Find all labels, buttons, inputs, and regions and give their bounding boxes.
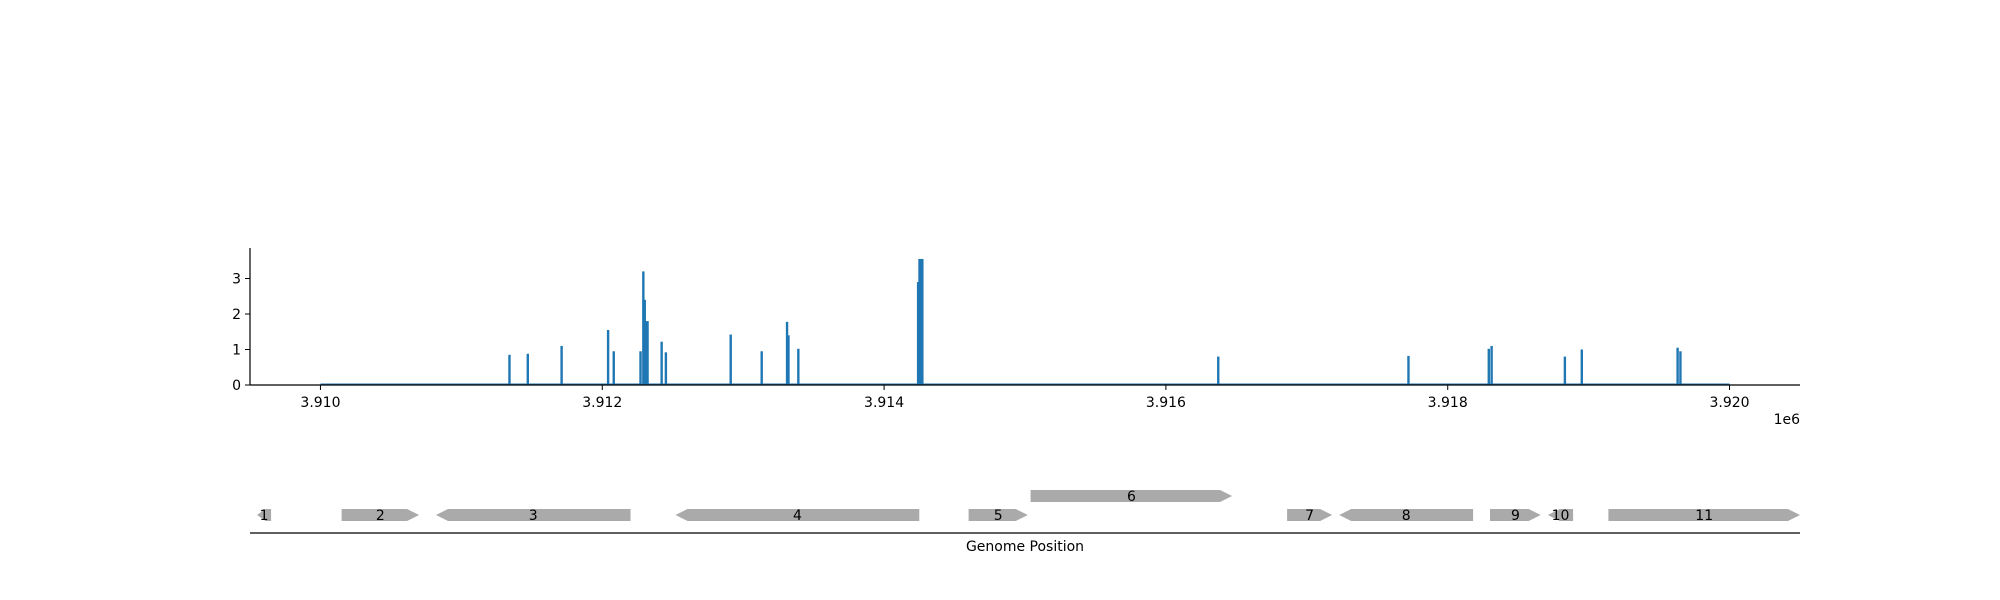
x-tick-label: 3.920 bbox=[1709, 395, 1749, 411]
coverage-bar bbox=[660, 341, 663, 385]
gene-label: 5 bbox=[994, 508, 1003, 524]
gene-track: 1 2 3 4 5 6 7 8 9 10 11 Genome Position bbox=[250, 489, 1800, 555]
coverage-bar bbox=[643, 299, 646, 385]
coverage-bar bbox=[1490, 345, 1493, 385]
gene-arrow bbox=[1608, 509, 1800, 521]
x-axis-offset-label: 1e6 bbox=[1774, 412, 1801, 428]
coverage-bars bbox=[508, 258, 1682, 385]
gene-label: 3 bbox=[529, 508, 538, 524]
gene-label: 4 bbox=[793, 508, 802, 524]
coverage-bar bbox=[508, 354, 511, 385]
gene-arrow bbox=[1030, 490, 1233, 502]
gene-label: 2 bbox=[376, 508, 385, 524]
gene-label: 11 bbox=[1695, 508, 1713, 524]
coverage-bar bbox=[1676, 347, 1679, 385]
coverage-bar bbox=[919, 258, 923, 385]
coverage-bar bbox=[560, 345, 563, 385]
gene-label: 10 bbox=[1552, 508, 1570, 524]
gene-arrow bbox=[1490, 509, 1541, 521]
gene-label: 8 bbox=[1402, 508, 1411, 524]
coverage-bar bbox=[787, 335, 790, 385]
y-tick-label: 1 bbox=[232, 343, 241, 359]
coverage-bar bbox=[639, 351, 642, 385]
gene-arrow bbox=[257, 509, 272, 521]
gene-arrow bbox=[1339, 509, 1474, 521]
coverage-bar bbox=[797, 348, 800, 385]
gene-label: 9 bbox=[1511, 508, 1520, 524]
x-axis-ticks: 3.910 3.912 3.914 3.916 3.918 3.920 bbox=[300, 385, 1750, 411]
y-tick-label: 2 bbox=[232, 307, 241, 323]
coverage-bar bbox=[1217, 356, 1220, 385]
coverage-bar bbox=[760, 351, 763, 385]
coverage-bar bbox=[612, 351, 615, 385]
coverage-plot: 3.910 3.912 3.914 3.916 3.918 3.920 0 1 2 3 1e6 bbox=[232, 248, 1800, 428]
coverage-bar bbox=[729, 334, 732, 385]
gene-arrow bbox=[436, 509, 631, 521]
coverage-bar bbox=[1679, 351, 1682, 385]
coverage-bar bbox=[642, 271, 645, 385]
gene-label: 1 bbox=[260, 508, 269, 524]
x-tick-label: 3.914 bbox=[864, 395, 904, 411]
x-tick-label: 3.918 bbox=[1428, 395, 1468, 411]
gene-arrow bbox=[968, 509, 1028, 521]
x-tick-label: 3.916 bbox=[1146, 395, 1186, 411]
coverage-bar bbox=[664, 352, 668, 385]
gene-arrow bbox=[341, 509, 420, 521]
coverage-bar bbox=[918, 258, 921, 385]
gene-label: 7 bbox=[1305, 508, 1314, 524]
x-tick-label: 3.910 bbox=[300, 395, 340, 411]
gene-arrow bbox=[1547, 509, 1574, 521]
coverage-bar bbox=[526, 353, 529, 385]
y-tick-label: 3 bbox=[232, 272, 241, 288]
coverage-bar bbox=[916, 282, 920, 385]
x-tick-label: 3.912 bbox=[582, 395, 622, 411]
coverage-bar bbox=[1407, 355, 1410, 385]
coverage-bar bbox=[644, 321, 648, 385]
gene-track-xlabel: Genome Position bbox=[966, 539, 1084, 555]
gene-arrows: 1 2 3 4 5 6 7 8 9 10 11 bbox=[257, 489, 1800, 524]
gene-label: 6 bbox=[1127, 489, 1136, 505]
coverage-bar bbox=[1563, 356, 1567, 385]
coverage-bar bbox=[921, 258, 924, 385]
coverage-bar bbox=[1487, 348, 1490, 385]
gene-arrow bbox=[1287, 509, 1333, 521]
coverage-bar bbox=[646, 321, 649, 385]
y-axis-ticks: 0 1 2 3 bbox=[232, 272, 250, 394]
y-tick-label: 0 bbox=[232, 378, 241, 394]
coverage-bar bbox=[1580, 349, 1583, 385]
coverage-bar bbox=[606, 329, 610, 385]
coverage-bar bbox=[785, 321, 789, 385]
gene-arrow bbox=[675, 509, 920, 521]
